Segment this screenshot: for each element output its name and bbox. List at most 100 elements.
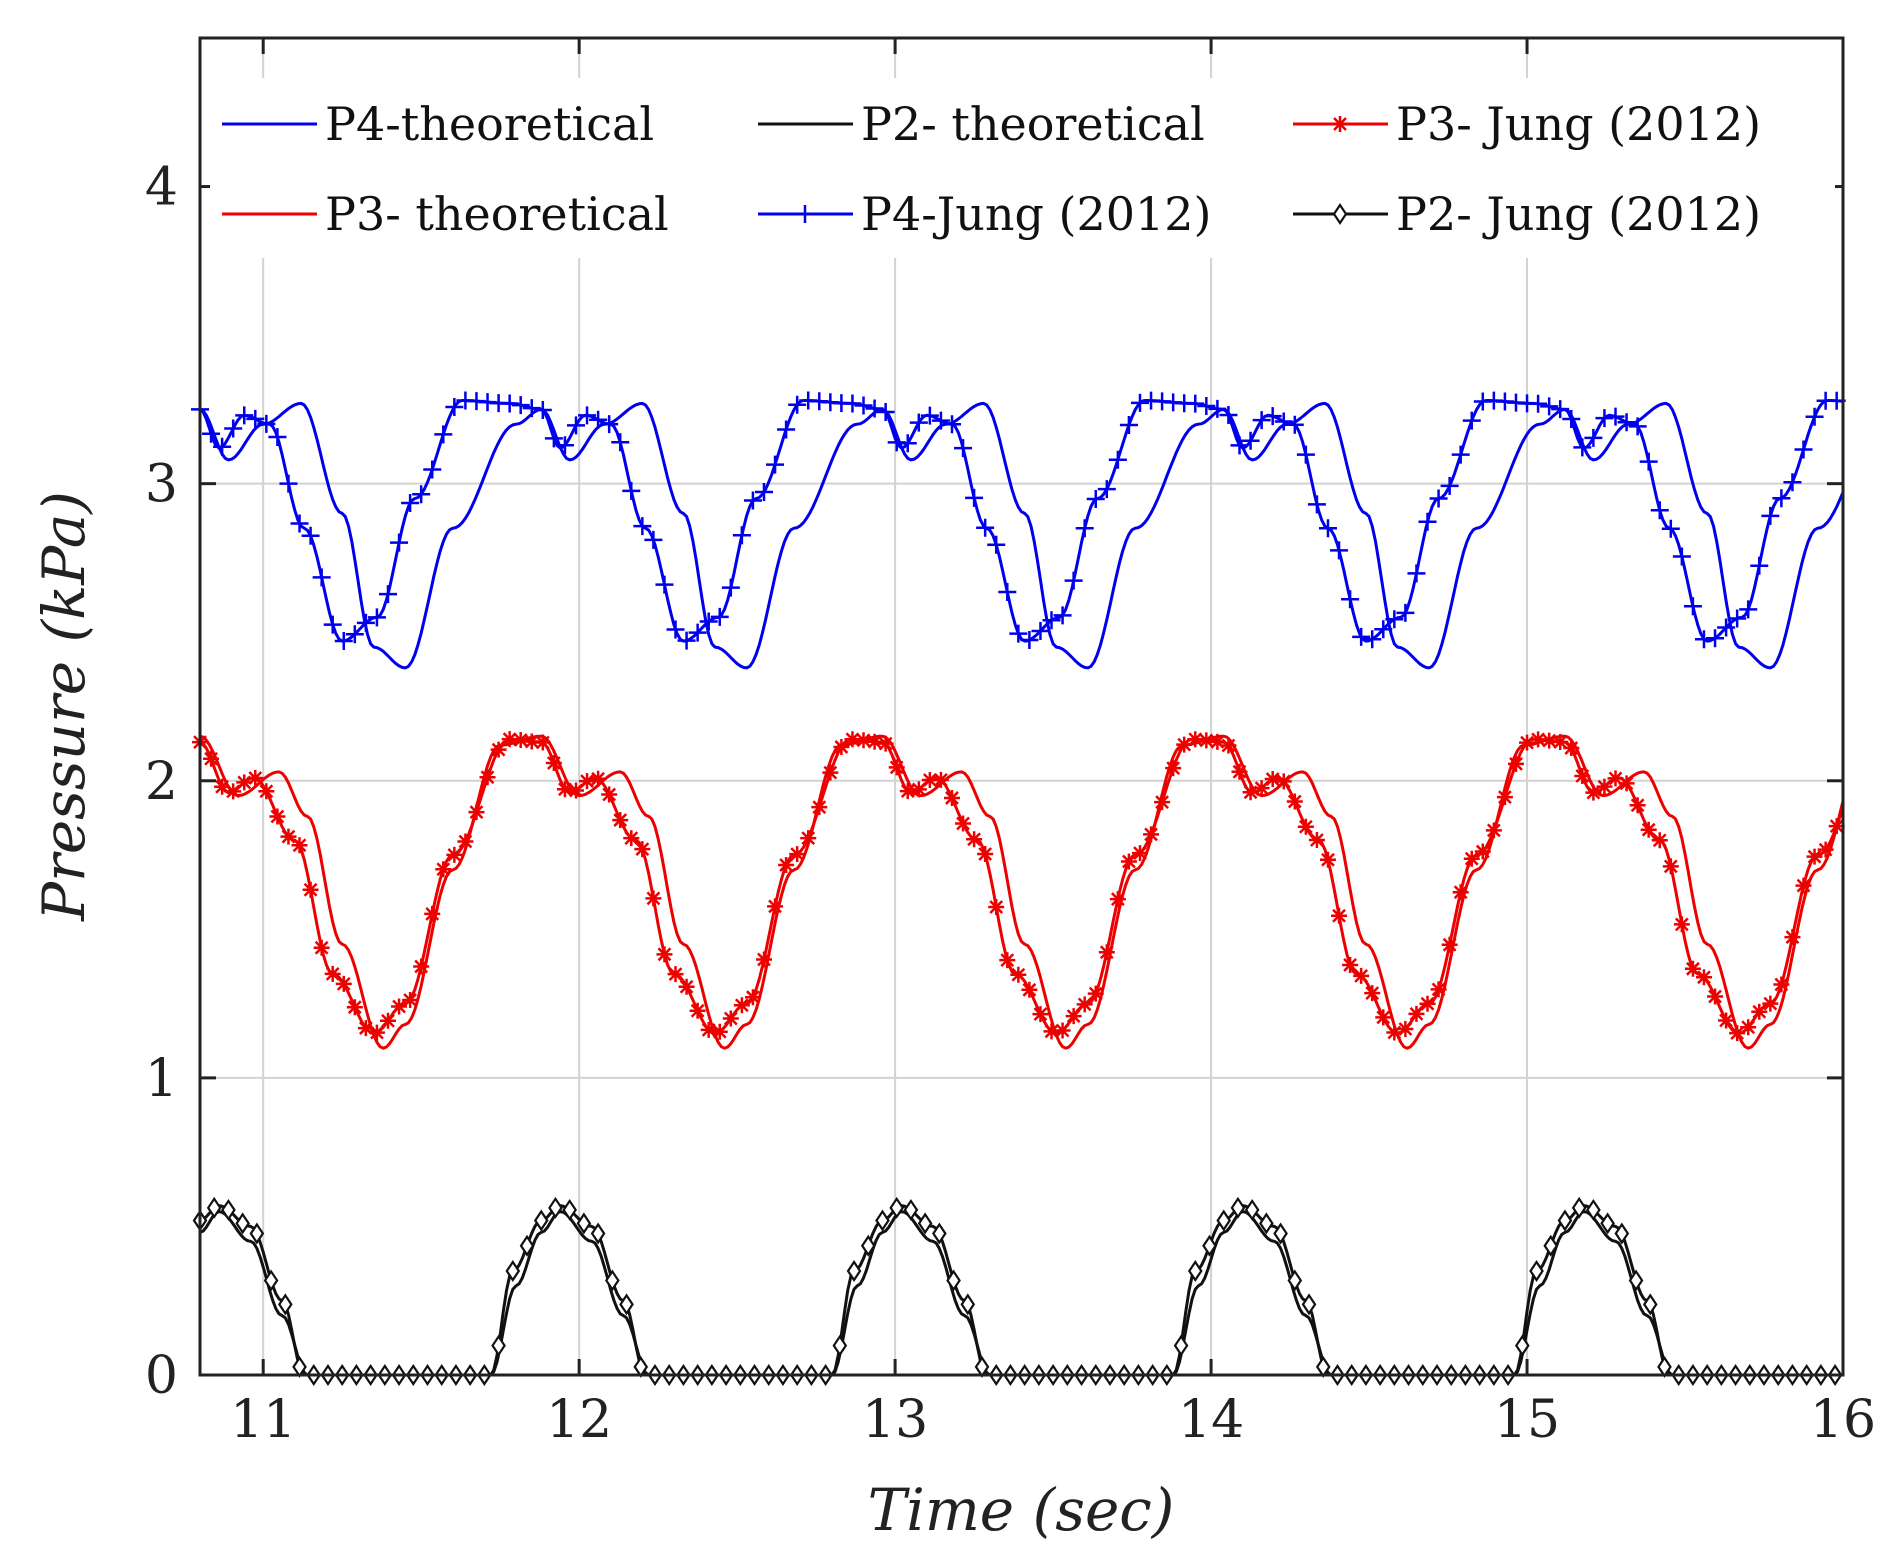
data-point — [1783, 473, 1802, 492]
data-point — [1795, 877, 1812, 894]
data-point — [277, 1293, 293, 1316]
data-point — [1740, 1019, 1757, 1036]
data-point — [1143, 826, 1160, 843]
data-point — [579, 773, 596, 790]
data-point — [1263, 407, 1282, 426]
data-point — [263, 1269, 279, 1292]
data-point — [677, 631, 696, 650]
data-point — [1021, 981, 1038, 998]
data-point — [832, 1334, 848, 1357]
data-point — [622, 481, 641, 500]
data-point — [1440, 476, 1459, 495]
data-point — [1463, 850, 1480, 867]
data-point — [1530, 731, 1547, 748]
data-point — [1131, 845, 1148, 862]
data-point — [1529, 394, 1548, 413]
data-point — [1739, 600, 1758, 619]
data-point — [1363, 630, 1382, 649]
data-point — [1130, 393, 1149, 412]
data-point — [367, 608, 386, 627]
data-point — [566, 416, 585, 435]
x-tick-label: 13 — [862, 1390, 928, 1450]
data-point — [1639, 452, 1658, 471]
data-point — [1595, 409, 1614, 428]
data-point — [667, 966, 684, 983]
data-point — [710, 607, 729, 626]
data-point — [1273, 1222, 1288, 1245]
data-point — [910, 781, 927, 798]
data-point — [1375, 1009, 1392, 1026]
data-point — [611, 433, 630, 452]
legend-box — [210, 78, 1835, 258]
data-point — [1784, 929, 1801, 946]
data-point — [1397, 1020, 1414, 1037]
data-point — [1352, 627, 1371, 646]
legend-marker — [1332, 116, 1348, 132]
data-point — [1617, 413, 1636, 432]
data-point — [313, 939, 330, 956]
data-point — [279, 474, 298, 493]
data-point — [1629, 797, 1646, 814]
data-point — [976, 518, 995, 537]
data-point — [843, 394, 862, 413]
data-point — [247, 770, 264, 787]
data-point — [1543, 1234, 1559, 1257]
data-point — [1418, 512, 1437, 531]
data-point — [1202, 1234, 1217, 1257]
data-point — [1683, 597, 1702, 616]
data-point — [1806, 848, 1823, 865]
data-point — [1241, 431, 1260, 450]
data-point — [932, 771, 949, 788]
data-point — [1773, 976, 1790, 993]
legend-label: P3- Jung (2012) — [1396, 97, 1761, 151]
data-point — [960, 1293, 976, 1316]
data-point — [789, 846, 806, 863]
data-point — [468, 804, 485, 821]
data-point — [619, 1293, 634, 1316]
data-point — [1794, 440, 1813, 459]
data-point — [1586, 1198, 1601, 1221]
data-point — [899, 783, 916, 800]
x-tick-label: 15 — [1494, 1390, 1560, 1450]
data-point — [965, 488, 984, 507]
data-point — [744, 989, 761, 1006]
data-point — [445, 398, 464, 417]
data-point — [1628, 1269, 1644, 1292]
data-point — [590, 1222, 606, 1245]
y-axis-title: Pressure (kPa) — [30, 491, 98, 922]
data-point — [269, 808, 286, 825]
data-point — [846, 1260, 862, 1282]
data-point — [1706, 629, 1725, 648]
data-point — [1287, 1269, 1303, 1292]
data-point — [1430, 981, 1447, 998]
data-point — [1761, 506, 1780, 525]
data-point — [590, 770, 607, 787]
data-point — [1618, 775, 1635, 792]
data-point — [567, 782, 584, 799]
data-point — [545, 755, 562, 772]
data-point — [1043, 1023, 1060, 1040]
data-point — [1054, 1022, 1071, 1039]
data-point — [1396, 603, 1415, 622]
data-point — [1662, 858, 1679, 875]
data-point — [633, 517, 652, 536]
data-point — [1717, 618, 1736, 637]
data-point — [1285, 415, 1304, 434]
data-point — [1297, 818, 1314, 835]
data-point — [1119, 415, 1138, 434]
data-point — [224, 419, 243, 438]
data-point — [877, 735, 894, 752]
data-point — [1651, 832, 1668, 849]
data-point — [1220, 737, 1237, 754]
data-point — [1244, 1198, 1260, 1221]
data-point — [1441, 936, 1458, 953]
data-point — [301, 526, 320, 545]
legend: P4-theoretical P2- theoretical P3- Jung (2… — [210, 78, 1835, 258]
data-point — [1331, 907, 1348, 924]
y-tick-label: 3 — [145, 455, 178, 515]
data-point — [246, 409, 265, 428]
data-point — [1751, 1003, 1768, 1020]
data-point — [644, 530, 663, 549]
data-point — [711, 1023, 728, 1040]
data-point — [235, 406, 254, 425]
